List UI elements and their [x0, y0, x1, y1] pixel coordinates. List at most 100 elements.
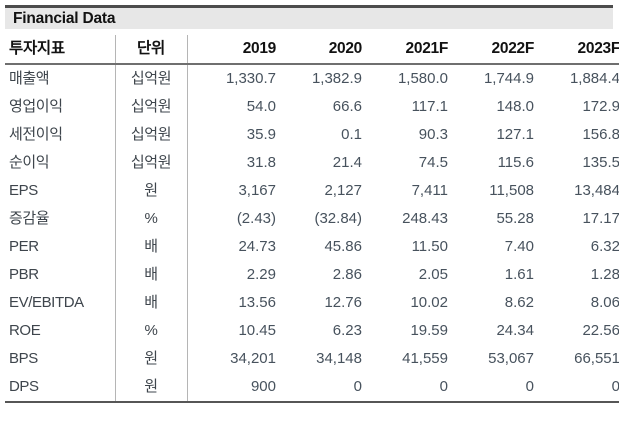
value-cell: 1,330.7 — [225, 70, 276, 87]
table-row: EV/EBITDA 배 13.56 12.76 10.02 8.62 8.06 — [5, 289, 619, 317]
value-cell: 24.34 — [496, 322, 534, 339]
value-cell: 10.02 — [410, 294, 448, 311]
table-row: EPS 원 3,167 2,127 7,411 11,508 13,484 — [5, 177, 619, 205]
metric-label-cell: EPS — [5, 177, 116, 205]
unit-cell: 배 — [115, 261, 188, 289]
table-row: 영업이익 십억원 54.0 66.6 117.1 148.0 172.9 — [5, 93, 619, 121]
unit-cell: 십억원 — [115, 93, 188, 121]
value-cell: 1,884.4 — [569, 70, 619, 87]
value-cell: 2.86 — [332, 266, 362, 283]
value-cell: 13,484 — [574, 182, 619, 199]
col-header-year: 2020 — [280, 35, 366, 65]
unit-cell: 십억원 — [115, 121, 188, 149]
value-cell: 90.3 — [418, 126, 448, 143]
value-cell: 13.56 — [238, 294, 276, 311]
value-cell: 248.43 — [402, 210, 448, 227]
metric-label-cell: 매출액 — [5, 64, 116, 93]
value-cell: (2.43) — [236, 210, 276, 227]
unit-cell: 배 — [115, 289, 188, 317]
value-cell: 1,744.9 — [483, 70, 534, 87]
value-cell: 11,508 — [489, 182, 534, 199]
value-cell: 900 — [250, 378, 276, 395]
value-cell: 2.05 — [418, 266, 448, 283]
value-cell: 7.40 — [504, 238, 534, 255]
value-cell: 53,067 — [488, 350, 534, 367]
value-cell: 1,382.9 — [311, 70, 362, 87]
value-cell: 8.06 — [590, 294, 619, 311]
value-cell: 148.0 — [496, 98, 534, 115]
table-row: BPS 원 34,201 34,148 41,559 53,067 66,551 — [5, 345, 619, 373]
table-title: Financial Data — [13, 9, 116, 27]
value-cell: 11.50 — [411, 238, 448, 255]
col-header-year: 2021F — [366, 35, 452, 65]
metric-label-cell: 순이익 — [5, 149, 116, 177]
value-cell: 115.6 — [497, 154, 534, 171]
col-header-metric: 투자지표 — [5, 35, 116, 65]
value-cell: 35.9 — [246, 126, 276, 143]
value-cell: 34,201 — [230, 350, 276, 367]
financial-table: 투자지표 단위 2019 2020 2021F 2022F 2023F 매출액 십억원 1,33… — [5, 35, 619, 403]
value-cell: 0 — [353, 378, 362, 395]
metric-label-cell: 증감율 — [5, 205, 116, 233]
value-cell: 1.28 — [590, 266, 619, 283]
unit-cell: % — [115, 205, 188, 233]
value-cell: 55.28 — [496, 210, 534, 227]
value-cell: 172.9 — [582, 98, 619, 115]
value-cell: 24.73 — [238, 238, 276, 255]
table-row: 매출액 십억원 1,330.7 1,382.9 1,580.0 1,744.9 1,884.… — [5, 64, 619, 93]
value-cell: 3,167 — [238, 182, 276, 199]
metric-label-cell: 세전이익 — [5, 121, 116, 149]
value-cell: 0 — [439, 378, 448, 395]
value-cell: 2.29 — [246, 266, 276, 283]
header-row: 투자지표 단위 2019 2020 2021F 2022F 2023F — [5, 35, 619, 65]
value-cell: 135.5 — [582, 154, 619, 171]
table-body: 매출액 십억원 1,330.7 1,382.9 1,580.0 1,744.9 1,884.… — [5, 64, 619, 402]
value-cell: 1.61 — [504, 266, 534, 283]
value-cell: 10.45 — [238, 322, 276, 339]
col-header-year: 2023F — [538, 35, 619, 65]
table-row: 증감율% (2.43) (32.84) 248.43 55.28 17.17 — [5, 205, 619, 233]
value-cell: 66.6 — [332, 98, 362, 115]
value-cell: 12.76 — [324, 294, 362, 311]
table-title-bar: Financial Data — [5, 5, 613, 29]
metric-label-cell: DPS — [5, 373, 116, 402]
value-cell: 74.5 — [418, 154, 448, 171]
table-row: PBR 배 2.29 2.86 2.05 1.61 1.28 — [5, 261, 619, 289]
value-cell: 2,127 — [324, 182, 362, 199]
metric-label-cell: PBR — [5, 261, 116, 289]
value-cell: 127.1 — [496, 126, 534, 143]
value-cell: 54.0 — [246, 98, 276, 115]
value-cell: 22.56 — [582, 322, 619, 339]
value-cell: 19.59 — [410, 322, 448, 339]
table-row: 순이익 십억원 31.8 21.4 74.5 115.6 135.5 — [5, 149, 619, 177]
metric-label-cell: ROE — [5, 317, 116, 345]
value-cell: 0 — [538, 373, 619, 402]
metric-label-cell: EV/EBITDA — [5, 289, 116, 317]
value-cell: 156.8 — [582, 126, 619, 143]
value-cell: 66,551 — [574, 350, 619, 367]
value-cell: 21.4 — [332, 154, 362, 171]
unit-cell: 십억원 — [115, 149, 188, 177]
unit-cell: 원 — [115, 373, 188, 402]
value-cell: 41,559 — [402, 350, 448, 367]
value-cell: (32.84) — [314, 210, 362, 227]
financial-data-section: Financial Data 투자지표 단위 2019 2020 2021F 2022F 2… — [5, 5, 619, 403]
value-cell: 6.23 — [332, 322, 362, 339]
unit-cell: 원 — [115, 345, 188, 373]
value-cell: 7,411 — [411, 182, 448, 199]
value-cell: 31.8 — [246, 154, 276, 171]
value-cell: 1,580.0 — [397, 70, 448, 87]
table-row: DPS원9000000 — [5, 373, 619, 402]
metric-label-cell: PER — [5, 233, 116, 261]
value-cell: 34,148 — [316, 350, 362, 367]
unit-cell: 원 — [115, 177, 188, 205]
value-cell: 117.1 — [411, 98, 448, 115]
col-header-year: 2022F — [452, 35, 538, 65]
unit-cell: 배 — [115, 233, 188, 261]
col-header-year: 2019 — [187, 35, 280, 65]
value-cell: 0.1 — [341, 126, 362, 143]
value-cell: 6.32 — [590, 238, 619, 255]
value-cell: 0 — [525, 378, 534, 395]
value-cell: 17.17 — [582, 210, 619, 227]
table-row: 세전이익 십억원 35.9 0.1 90.3 127.1 156.8 — [5, 121, 619, 149]
